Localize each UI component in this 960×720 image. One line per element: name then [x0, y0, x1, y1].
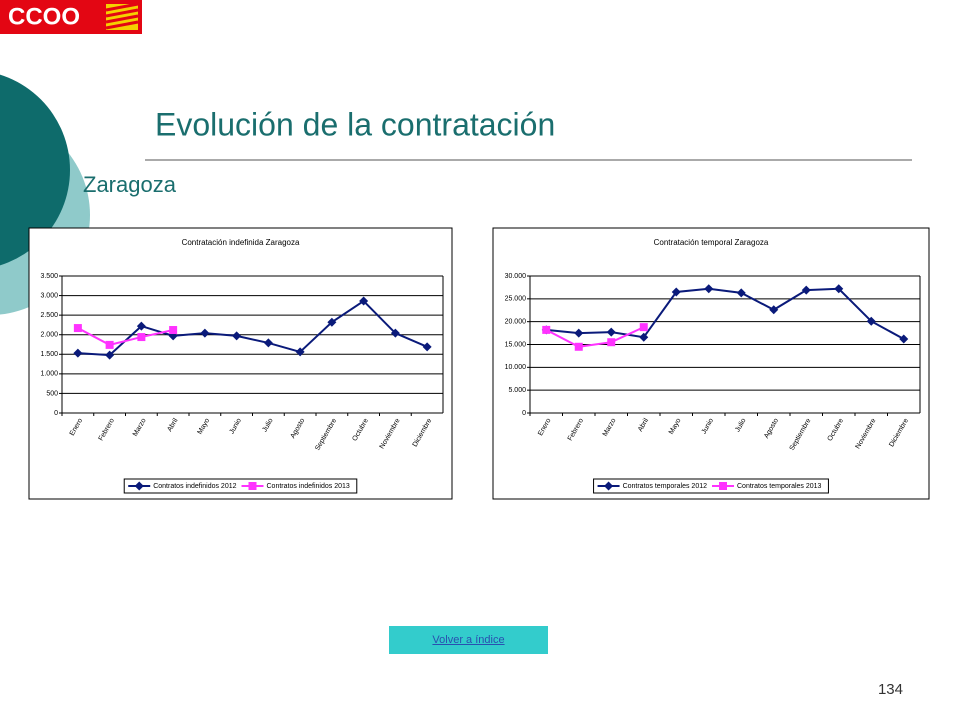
marker [769, 305, 779, 315]
series-line [77, 299, 428, 357]
legend-marker [248, 482, 257, 490]
chart-frame [492, 227, 930, 500]
legend-marker [719, 482, 727, 490]
y-tick-label: 15.000 [505, 341, 527, 348]
marker [574, 328, 584, 338]
y-tick-label: 20.000 [505, 319, 527, 326]
y-tick-label: 2.000 [40, 332, 58, 339]
slide-title: Evolución de la contratación [155, 106, 555, 142]
marker [834, 284, 844, 294]
chart-frame [28, 227, 453, 500]
y-tick-label: 500 [46, 390, 58, 397]
legend: Contratos indefinidos 2012 Contratos inde… [123, 478, 358, 494]
back-button[interactable]: Volver a índice [389, 626, 548, 654]
marker [422, 342, 432, 352]
marker [607, 338, 616, 347]
marker [574, 342, 583, 351]
marker [73, 348, 83, 358]
marker [359, 296, 369, 306]
chart-title: Contratación temporal Zaragoza [654, 238, 769, 247]
marker [899, 334, 909, 344]
logo-text: CCOO [8, 3, 80, 30]
marker [704, 284, 714, 294]
marker [105, 340, 114, 349]
series-line [77, 327, 174, 346]
series-line [546, 287, 905, 340]
marker [169, 326, 178, 335]
logo-flag-stripes [105, 2, 139, 30]
y-tick-label: 25.000 [505, 296, 527, 303]
y-tick-label: 1.500 [40, 351, 58, 358]
marker [639, 332, 649, 342]
legend: Contratos temporales 2012 Contratos tempo… [593, 478, 829, 494]
marker [136, 321, 146, 331]
decor-circle [0, 74, 70, 266]
marker [137, 333, 146, 342]
marker [866, 316, 876, 326]
y-tick-label: 10.000 [505, 364, 527, 371]
marker [671, 287, 681, 297]
legend-label: Contratos indefinidos 2013 [267, 483, 350, 490]
legend-label: Contratos temporales 2013 [737, 483, 822, 490]
marker [105, 350, 115, 360]
legend-box [123, 478, 358, 494]
y-tick-label: 3.500 [40, 273, 58, 280]
legend-marker [604, 481, 614, 491]
page-number: 134 [878, 681, 903, 698]
y-tick-label: 0 [54, 410, 58, 417]
marker [295, 347, 305, 357]
marker [639, 323, 648, 332]
y-tick-label: 5.000 [508, 387, 526, 394]
y-tick-label: 30.000 [505, 273, 527, 280]
legend-marker [134, 481, 144, 491]
marker [390, 328, 400, 338]
marker [232, 331, 242, 341]
y-tick-label: 1.000 [40, 371, 58, 378]
y-tick-label: 2.500 [40, 312, 58, 319]
marker [801, 285, 811, 295]
legend-label: Contratos indefinidos 2012 [153, 483, 236, 490]
y-tick-label: 3.000 [40, 292, 58, 299]
marker [200, 328, 210, 338]
marker [327, 317, 337, 327]
marker [736, 288, 746, 298]
legend-label: Contratos temporales 2012 [623, 483, 708, 490]
marker [606, 327, 616, 337]
series-line [545, 326, 645, 348]
y-tick-label: 0 [522, 410, 526, 417]
marker [542, 325, 551, 334]
marker [263, 338, 273, 348]
slide-subtitle: Zaragoza [83, 172, 177, 197]
legend-box [593, 478, 829, 494]
marker [73, 324, 82, 333]
chart-title: Contratación indefinida Zaragoza [182, 238, 300, 247]
